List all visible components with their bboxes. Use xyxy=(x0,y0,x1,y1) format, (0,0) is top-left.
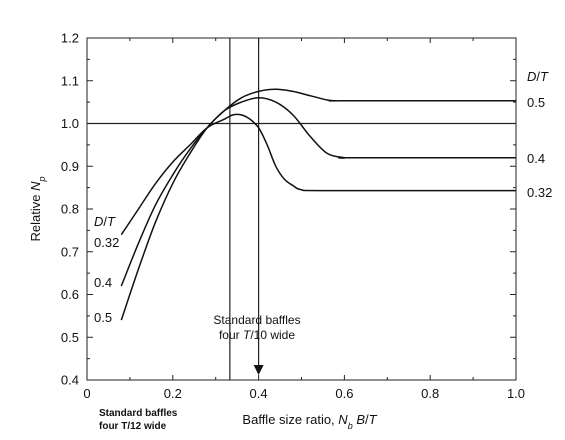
right-curve-label: 0.32 xyxy=(527,185,552,200)
x-tick-label: 0.8 xyxy=(421,386,439,401)
annotation-t12-line2: four T/12 wide xyxy=(99,421,167,432)
plot-frame-group xyxy=(86,37,517,381)
annotation-t12-line1: Standard baffles xyxy=(99,408,178,419)
annotation-t10-line2: four T/10 wide xyxy=(219,328,295,342)
y-tick-label: 0.4 xyxy=(61,373,79,388)
y-tick-label: 1.2 xyxy=(61,31,79,46)
series-line-dt-0_4 xyxy=(120,97,516,287)
x-tick-label: 0.6 xyxy=(335,386,353,401)
x-axis-title: Baffle size ratio, Nb B/T xyxy=(242,412,377,431)
x-tick-label: 0.4 xyxy=(250,386,268,401)
series-line-dt-0_5 xyxy=(120,88,516,321)
x-tick-label: 0.2 xyxy=(164,386,182,401)
y-tick-label: 0.7 xyxy=(61,244,79,259)
y-axis-title: Relative Np xyxy=(28,177,47,242)
right-dt-header: D/T xyxy=(527,69,549,84)
x-tick-label: 1.0 xyxy=(507,386,525,401)
x-tick-label: 0 xyxy=(83,386,90,401)
y-tick-label: 0.6 xyxy=(61,287,79,302)
right-curve-label: 0.5 xyxy=(527,95,545,110)
vertical-markers-group xyxy=(229,38,264,380)
y-tick-label: 1.0 xyxy=(61,116,79,131)
annotation-t10-line1: Standard baffles xyxy=(213,313,300,327)
left-curve-label: 0.32 xyxy=(94,235,119,250)
right-curve-label: 0.4 xyxy=(527,151,545,166)
y-tick-label: 0.8 xyxy=(61,202,79,217)
left-curve-label: 0.4 xyxy=(94,275,112,290)
y-tick-label: 0.9 xyxy=(61,159,79,174)
plot-frame xyxy=(86,37,517,381)
series-group xyxy=(120,88,517,321)
ticks-group: 0 0.2 0.4 0.6 0.8 1.0 0.4 0.5 0.6 0.7 0.8 0.9 1.0 1.1… xyxy=(61,31,525,402)
y-tick-label: 0.5 xyxy=(61,330,79,345)
left-curve-label: 0.5 xyxy=(94,310,112,325)
y-tick-label: 1.1 xyxy=(61,73,79,88)
series-line-dt-0_32 xyxy=(120,113,517,236)
labels-group: Baffle size ratio, Nb B/T Relative Np D/T 0… xyxy=(28,69,552,432)
left-dt-header: D/T xyxy=(94,214,116,229)
